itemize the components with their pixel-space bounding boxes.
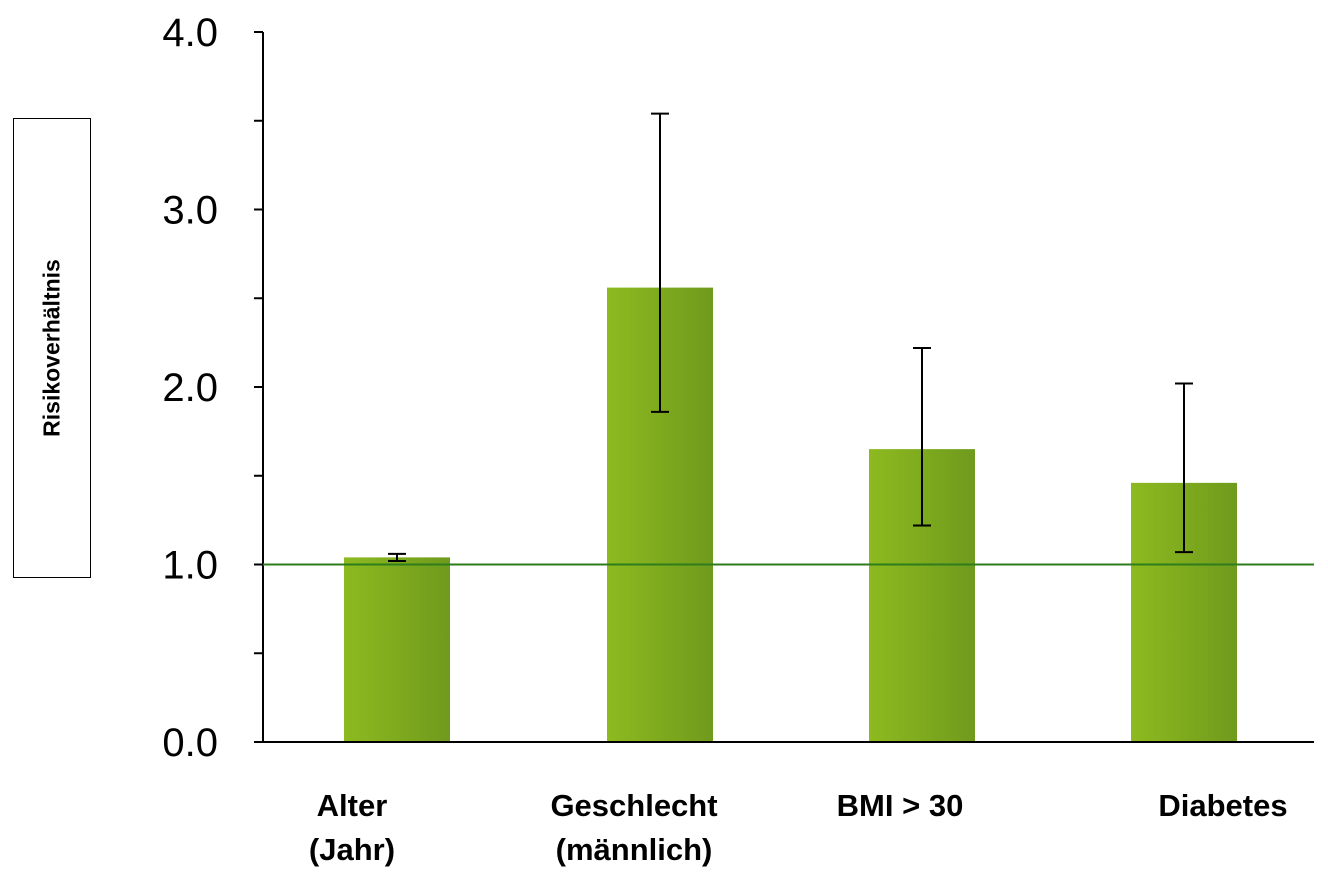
y-tick-label-4: 4.0: [162, 11, 218, 55]
y-tick-label-1: 1.0: [162, 544, 218, 588]
bars-layer: [344, 287, 1237, 742]
y-axis-label-box: [13, 118, 91, 578]
error-bars-layer: [388, 112, 1193, 562]
x-category-label-3-line-0: Diabetes: [1158, 788, 1287, 823]
bar-0: [344, 557, 450, 742]
axis-layer: [254, 31, 1314, 743]
x-category-label-1-line-1: (männlich): [556, 832, 713, 867]
y-axis-label: Risikoverhältnis: [38, 259, 65, 437]
y-tick-label-2: 2.0: [162, 366, 218, 410]
y-tick-label-0: 0.0: [162, 721, 218, 765]
y-tick-label-3: 3.0: [162, 189, 218, 233]
x-category-label-2-line-0: BMI > 30: [837, 788, 964, 823]
x-category-label-0-line-1: (Jahr): [309, 832, 395, 867]
x-category-label-0-line-0: Alter: [317, 788, 388, 823]
x-category-label-1-line-0: Geschlecht: [550, 788, 717, 823]
labels-layer: 0.0 1.0 2.0 3.0 4.0 Alter (Jahr) Geschlecht (män…: [162, 11, 1287, 867]
